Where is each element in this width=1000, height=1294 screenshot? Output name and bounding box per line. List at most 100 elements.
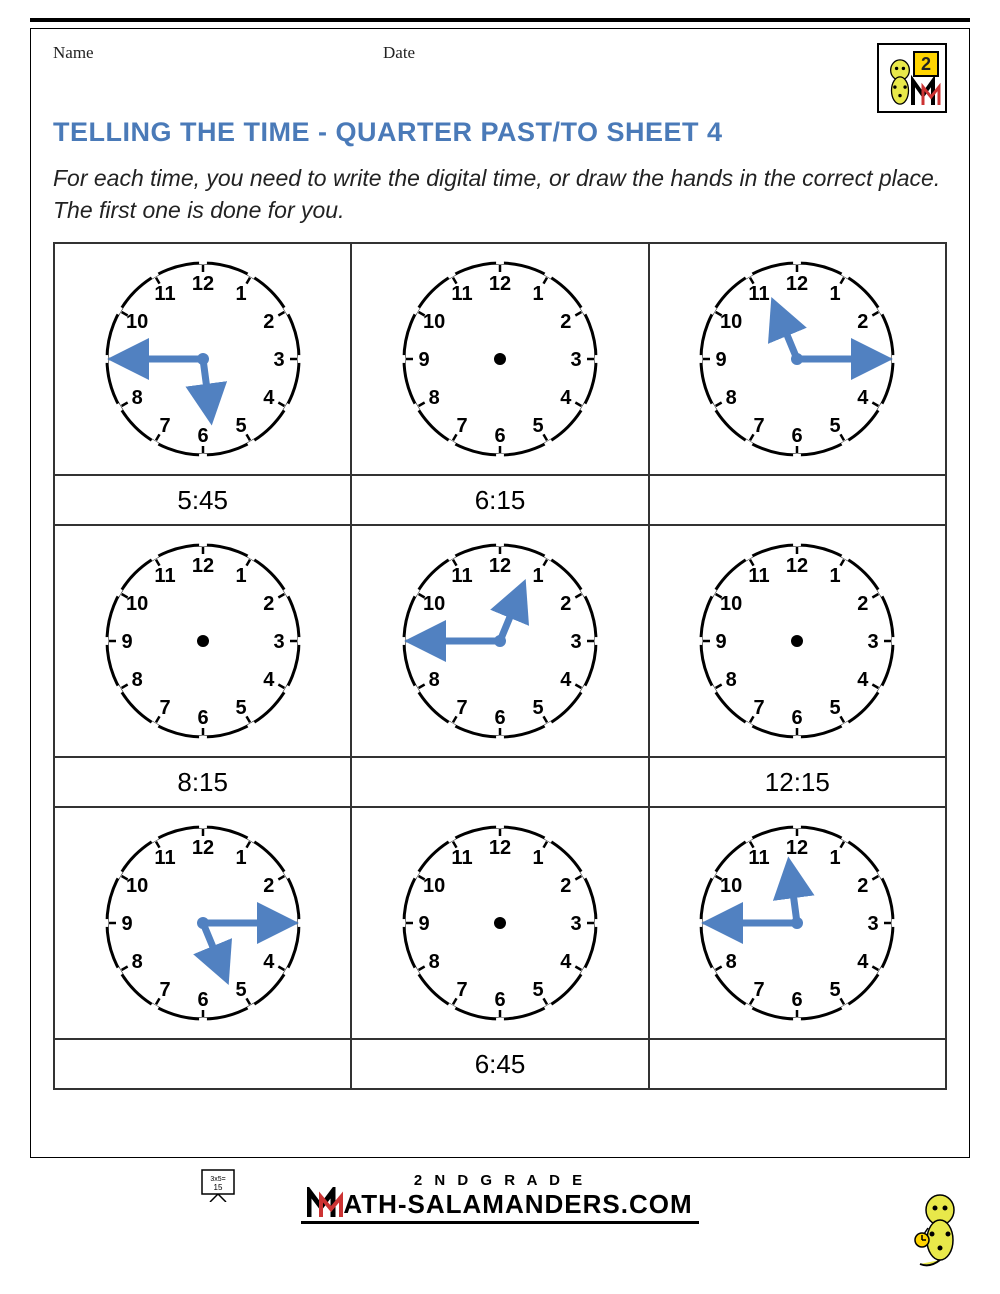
clock-cell: 123456789101112 [649,525,946,757]
svg-text:7: 7 [159,697,170,719]
svg-text:7: 7 [159,979,170,1001]
svg-text:7: 7 [456,697,467,719]
svg-text:8: 8 [726,951,737,973]
svg-text:10: 10 [423,311,445,333]
clock-face: 123456789101112 [687,531,907,751]
svg-text:3: 3 [273,631,284,653]
footer-m-icon [307,1187,347,1219]
svg-text:12: 12 [786,837,808,859]
clock-face: 123456789101112 [93,249,313,469]
clock-face: 123456789101112 [390,249,610,469]
svg-text:6: 6 [792,707,803,729]
svg-text:2: 2 [858,875,869,897]
svg-text:3: 3 [868,913,879,935]
time-answer-cell[interactable]: 8:15 [54,757,351,807]
svg-text:9: 9 [121,913,132,935]
svg-text:6: 6 [197,989,208,1011]
svg-text:6: 6 [494,425,505,447]
svg-text:12: 12 [489,555,511,577]
clock-face: 123456789101112 [390,813,610,1033]
svg-text:3: 3 [570,349,581,371]
svg-text:9: 9 [121,631,132,653]
svg-text:10: 10 [126,875,148,897]
svg-text:11: 11 [749,284,770,306]
svg-text:12: 12 [192,273,214,295]
svg-text:12: 12 [786,555,808,577]
svg-text:5: 5 [532,415,543,437]
svg-text:6: 6 [792,425,803,447]
time-answer-cell[interactable]: 6:15 [351,475,648,525]
svg-text:12: 12 [192,555,214,577]
svg-text:5: 5 [532,697,543,719]
date-label: Date [383,43,877,63]
svg-text:5: 5 [532,979,543,1001]
svg-text:5: 5 [830,979,841,1001]
svg-text:15: 15 [214,1183,223,1192]
footer-site-text: ATH-SALAMANDERS.COM [343,1189,692,1219]
svg-text:1: 1 [235,284,246,306]
clock-face: 123456789101112 [687,249,907,469]
time-answer-cell[interactable]: 6:45 [351,1039,648,1089]
svg-text:2: 2 [858,311,869,333]
svg-text:9: 9 [716,349,727,371]
svg-text:7: 7 [754,697,765,719]
svg-text:1: 1 [235,566,246,588]
svg-text:9: 9 [418,349,429,371]
time-answer-cell[interactable]: 12:15 [649,757,946,807]
svg-text:6: 6 [792,989,803,1011]
clock-cell: 123456789101112 [54,525,351,757]
time-answer-cell[interactable] [351,757,648,807]
footer-site-line: ATH-SALAMANDERS.COM [307,1187,692,1220]
svg-text:2: 2 [560,875,571,897]
footer-salamander-icon [910,1190,970,1270]
svg-text:1: 1 [830,566,841,588]
svg-text:2: 2 [263,875,274,897]
svg-text:3: 3 [868,631,879,653]
svg-text:12: 12 [192,837,214,859]
time-answer-cell[interactable] [649,475,946,525]
svg-text:7: 7 [456,979,467,1001]
svg-text:4: 4 [263,669,275,691]
svg-text:10: 10 [423,875,445,897]
clock-face: 123456789101112 [390,531,610,751]
svg-text:10: 10 [720,875,742,897]
svg-text:10: 10 [126,593,148,615]
svg-text:8: 8 [429,951,440,973]
svg-text:8: 8 [131,387,142,409]
clock-cell: 123456789101112 [351,525,648,757]
svg-text:7: 7 [754,979,765,1001]
svg-text:5: 5 [235,697,246,719]
svg-text:4: 4 [560,951,572,973]
svg-text:3: 3 [570,913,581,935]
time-answer-cell[interactable] [54,1039,351,1089]
footer-board-icon: 3x5= 15 [198,1166,238,1202]
footer: 3x5= 15 2 N D G R A D E ATH-SALAMANDERS.… [30,1172,970,1220]
svg-text:4: 4 [858,951,870,973]
svg-text:4: 4 [560,387,572,409]
name-label: Name [53,43,383,63]
svg-text:3: 3 [273,349,284,371]
svg-text:2: 2 [263,593,274,615]
svg-text:8: 8 [726,387,737,409]
svg-text:9: 9 [418,913,429,935]
svg-text:12: 12 [489,837,511,859]
hour-hand [500,599,518,642]
time-answer-cell[interactable]: 5:45 [54,475,351,525]
svg-text:2: 2 [263,311,274,333]
clock-cell: 123456789101112 [649,243,946,475]
time-answer-cell[interactable] [649,1039,946,1089]
hour-hand [780,317,798,360]
svg-text:11: 11 [451,848,472,870]
svg-text:5: 5 [235,415,246,437]
svg-text:2: 2 [858,593,869,615]
clock-face: 123456789101112 [93,813,313,1033]
svg-text:1: 1 [532,566,543,588]
svg-text:12: 12 [489,273,511,295]
logo-m-icon [911,73,945,107]
svg-text:6: 6 [197,707,208,729]
svg-text:6: 6 [494,707,505,729]
instructions-text: For each time, you need to write the dig… [53,162,947,226]
svg-text:11: 11 [749,848,770,870]
svg-text:6: 6 [494,989,505,1011]
clock-cell: 123456789101112 [54,243,351,475]
